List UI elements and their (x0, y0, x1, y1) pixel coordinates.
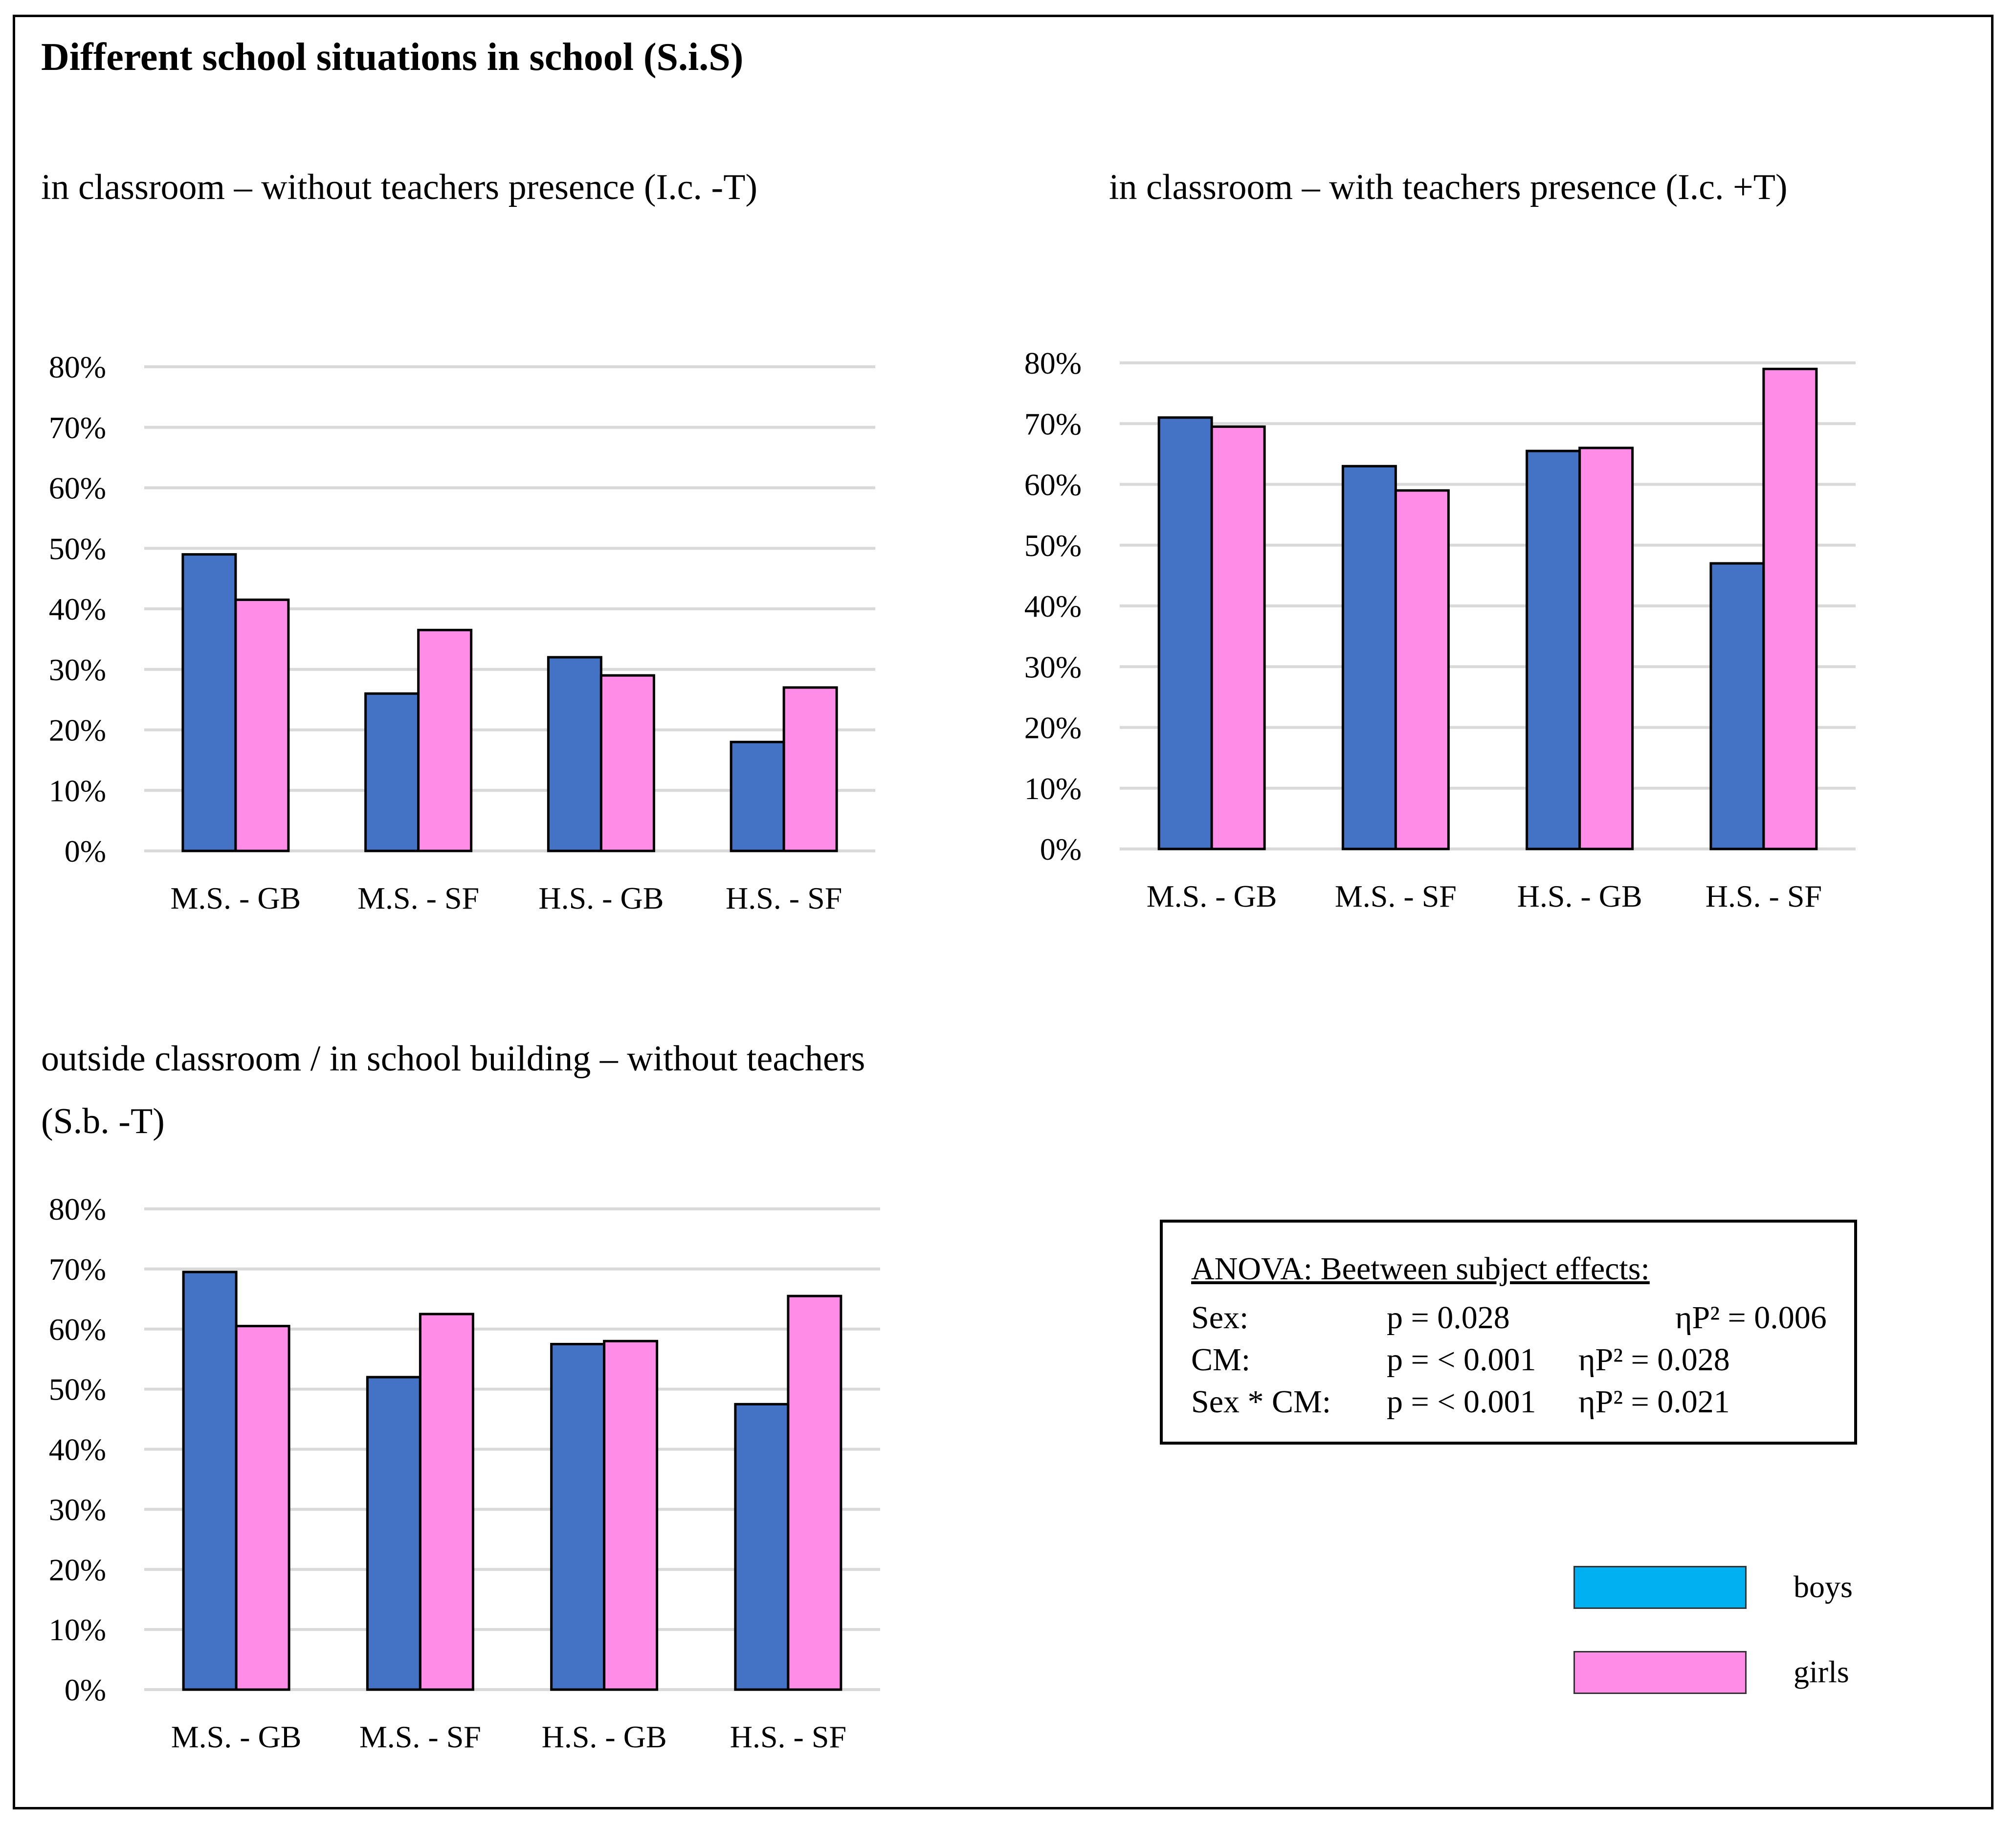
chart1-xtick-label: H.S. - GB (538, 881, 664, 915)
chart3-ytick-label: 40% (49, 1432, 106, 1467)
chart1-bar-girls-1 (234, 598, 290, 852)
chart3-bar-boys-1 (182, 1271, 238, 1691)
anova-cm-p: p = < 0.001 (1387, 1342, 1536, 1378)
chart3-ytick-label: 70% (49, 1252, 106, 1287)
chart3-xtick-label: M.S. - SF (359, 1719, 481, 1754)
anova-sexcm-eta: ηP² = 0.021 (1578, 1384, 1730, 1420)
chart3-ytick-label: 30% (49, 1492, 106, 1527)
chart1-ytick-label: 70% (49, 410, 106, 445)
chart3-bar-girls-2 (419, 1313, 474, 1691)
chart1-bar-girls-4 (782, 686, 838, 852)
figure-frame (13, 15, 1994, 1809)
legend-label-girls: girls (1794, 1654, 1849, 1689)
chart3-ytick-label: 0% (65, 1672, 106, 1707)
chart1-bar-boys-4 (730, 740, 785, 852)
chart3-bar-girls-3 (603, 1339, 659, 1691)
chart2-ytick-label: 60% (1024, 468, 1082, 502)
chart2-bar-boys-4 (1709, 562, 1765, 850)
chart1-ytick-label: 10% (49, 773, 106, 808)
chart2-xtick-label: H.S. - SF (1706, 879, 1822, 914)
chart1-bar-boys-1 (181, 553, 237, 852)
chart3-bar-boys-2 (366, 1376, 421, 1691)
chart2-bar-boys-2 (1341, 465, 1397, 850)
chart2-xtick-label: H.S. - GB (1517, 879, 1642, 914)
anova-sex-p: p = 0.028 (1387, 1300, 1510, 1336)
chart1-xtick-label: M.S. - SF (357, 881, 479, 915)
chart1-ytick-label: 60% (49, 471, 106, 506)
chart1-ytick-label: 20% (49, 713, 106, 748)
anova-cm-eta: ηP² = 0.028 (1578, 1342, 1730, 1378)
anova-sex-label: Sex: (1191, 1300, 1249, 1336)
legend-swatch-girls (1573, 1651, 1747, 1694)
chart2-xtick-label: M.S. - GB (1147, 879, 1277, 914)
anova-box: ANOVA: Beetween subject effects: Sex: p … (1160, 1220, 1857, 1445)
chart3-xtick-label: H.S. - GB (542, 1719, 667, 1754)
anova-sex-eta: ηP² = 0.006 (1675, 1300, 1827, 1336)
anova-sexcm-label: Sex * CM: (1191, 1384, 1331, 1420)
chart1-bar-boys-2 (364, 692, 420, 852)
chart1-ytick-label: 30% (49, 652, 106, 687)
chart2-bar-boys-3 (1526, 449, 1581, 850)
chart1-ytick-label: 0% (65, 834, 106, 869)
chart2-ytick-label: 20% (1024, 711, 1082, 745)
chart2-bar-girls-4 (1762, 367, 1818, 850)
anova-sexcm-p: p = < 0.001 (1387, 1384, 1536, 1420)
chart1-xtick-label: M.S. - GB (171, 881, 301, 915)
chart2-bar-girls-3 (1578, 446, 1634, 850)
chart3-ytick-label: 10% (49, 1612, 106, 1647)
anova-header: ANOVA: Beetween subject effects: (1191, 1251, 1650, 1287)
chart2-ytick-label: 70% (1024, 406, 1082, 441)
legend-swatch-boys (1573, 1566, 1747, 1609)
chart1-plot: 0% 10% 20% 30% 40% 50% 60% 70% 80% M.S. - GB M.S. … (49, 350, 875, 915)
chart3-title: outside classroom / in school building –… (41, 1039, 865, 1079)
chart1-ytick-label: 40% (49, 592, 106, 626)
chart1-ytick-label: 80% (49, 350, 106, 384)
chart3-title-line2: (S.b. -T) (41, 1101, 165, 1141)
chart1-xtick-label: H.S. - SF (726, 881, 842, 915)
chart2-ytick-label: 0% (1040, 832, 1082, 867)
chart3-xtick-label: H.S. - SF (730, 1719, 846, 1754)
chart2-xtick-label: M.S. - SF (1335, 879, 1457, 914)
legend-label-boys: boys (1794, 1569, 1853, 1604)
chart2-plot: 0% 10% 20% 30% 40% 50% 60% 70% 80% M.S. - GB M.S. … (1024, 346, 1856, 914)
chart1-ytick-label: 50% (49, 531, 106, 566)
chart2-bar-boys-1 (1157, 416, 1213, 850)
chart1-bar-boys-3 (547, 656, 602, 852)
chart3-bar-girls-1 (235, 1325, 290, 1691)
chart2-ytick-label: 40% (1024, 589, 1082, 624)
chart3-plot: 0% 10% 20% 30% 40% 50% 60% 70% 80% M.S. - GB M.S. … (49, 1192, 880, 1754)
chart3-bar-girls-4 (787, 1294, 842, 1691)
chart3-ytick-label: 60% (49, 1312, 106, 1347)
chart2-ytick-label: 80% (1024, 346, 1082, 380)
figure-title: Different school situations in school (S… (41, 36, 744, 79)
chart2-ytick-label: 30% (1024, 649, 1082, 684)
chart3-ytick-label: 80% (49, 1192, 106, 1226)
chart1-bar-girls-3 (599, 674, 655, 852)
chart2-bar-girls-1 (1210, 425, 1266, 850)
chart3-bar-boys-4 (734, 1403, 790, 1691)
chart2-ytick-label: 10% (1024, 771, 1082, 806)
chart3-ytick-label: 20% (49, 1552, 106, 1587)
chart2-bar-girls-2 (1394, 489, 1450, 850)
chart1-title: in classroom – without teachers presence… (41, 167, 758, 207)
chart2-ytick-label: 50% (1024, 528, 1082, 563)
chart3-ytick-label: 50% (49, 1372, 106, 1407)
chart1-bar-girls-2 (417, 628, 473, 852)
chart3-xtick-label: M.S. - GB (171, 1719, 302, 1754)
anova-cm-label: CM: (1191, 1342, 1251, 1378)
chart3-bar-boys-3 (550, 1342, 606, 1691)
chart2-title: in classroom – with teachers presence (I… (1109, 167, 1788, 207)
